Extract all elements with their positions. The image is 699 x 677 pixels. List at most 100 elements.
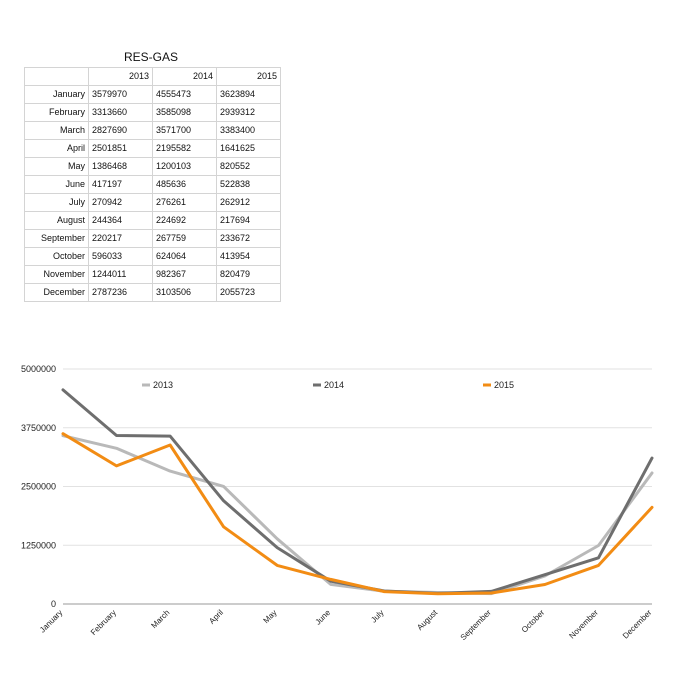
legend-label: 2013 [153,380,173,390]
table-cell: 1641625 [216,139,281,158]
legend-label: 2015 [494,380,514,390]
table-cell: 244364 [88,211,153,230]
x-tick-label: June [314,608,333,627]
table-column-header: 2015 [216,67,281,86]
table-row: September 220217 267759 233672 [24,229,281,248]
data-point [276,546,278,549]
table-cell: 4555473 [152,85,217,104]
y-tick-label: 3750000 [21,423,56,433]
table-cell: 624064 [152,247,217,266]
table-row-label: February [24,103,89,122]
table-cell: 233672 [216,229,281,248]
table-cell: 220217 [88,229,153,248]
data-point [169,435,171,437]
table-cell: 3579970 [88,85,153,104]
x-tick-label: August [415,608,440,633]
table-cell: 820479 [216,265,281,284]
table-cell: 3103506 [152,283,217,302]
table-row: June 417197 485636 522838 [24,175,281,194]
data-point [222,526,225,528]
table-cell: 262912 [216,193,281,212]
table-cell: 1244011 [88,265,153,284]
table-row: December 2787236 3103506 2055723 [24,283,281,302]
table-cell: 2787236 [88,283,153,302]
table-row-label: December [24,283,89,302]
data-point [329,578,332,581]
data-point [115,447,118,450]
table-row-label: April [24,139,89,158]
legend-label: 2014 [324,380,344,390]
table-row: March 2827690 3571700 3383400 [24,121,281,140]
data-point [490,592,493,594]
table-cell: 267759 [152,229,217,248]
table-title: RES-GAS [123,50,178,64]
x-tick-label: February [89,608,118,637]
data-point [597,557,600,559]
data-point [115,465,118,467]
data-point [651,506,653,509]
y-tick-label: 1250000 [21,540,56,550]
data-point [169,444,171,446]
table-row-label: June [24,175,89,194]
x-tick-label: October [520,608,547,635]
table-header-row: 2013 2014 2015 [24,67,281,86]
data-point [62,432,64,435]
data-point [276,538,278,540]
y-tick-label: 2500000 [21,482,56,492]
series-line-2015 [61,432,654,596]
data-point [329,583,332,586]
table-cell: 217694 [216,211,281,230]
table-cell: 3313660 [88,103,153,122]
table-row: November 1244011 982367 820479 [24,265,281,284]
x-tick-label: November [567,608,600,641]
table-cell: 3623894 [216,85,281,104]
table-row-label: November [24,265,89,284]
table-row: January 3579970 4555473 3623894 [24,85,281,104]
x-tick-label: September [459,608,493,642]
data-point [597,544,600,547]
y-tick-label: 0 [51,599,56,609]
table-cell: 522838 [216,175,281,194]
table-cell: 820552 [216,157,281,176]
table-row: July 270942 276261 262912 [24,193,281,212]
table-row-label: March [24,121,89,140]
data-point [544,583,546,586]
data-point [597,564,600,567]
data-point [222,485,225,488]
y-tick-label: 5000000 [21,364,56,374]
data-point [62,389,64,391]
table-column-header: 2014 [152,67,217,86]
table-row: August 244364 224692 217694 [24,211,281,230]
table-cell: 224692 [152,211,217,230]
x-tick-label: May [262,608,279,625]
data-point [222,500,225,502]
table-row: April 2501851 2195582 1641625 [24,139,281,158]
table-row-label: July [24,193,89,212]
table-cell: 2939312 [216,103,281,122]
table-row-label: October [24,247,89,266]
table-cell: 2827690 [88,121,153,140]
table-corner-cell [24,67,89,86]
table-cell: 596033 [88,247,153,266]
table-row-label: May [24,157,89,176]
table-cell: 3585098 [152,103,217,122]
data-point [544,573,546,576]
x-tick-label: January [38,608,64,634]
line-chart: 0 1250000 2500000 3750000 5000000 January Febr… [21,364,654,642]
table-cell: 276261 [152,193,217,212]
table-cell: 417197 [88,175,153,194]
table-cell: 2195582 [152,139,217,158]
x-tick-label: March [149,608,171,630]
table-cell: 413954 [216,247,281,266]
x-tick-label: December [621,608,654,641]
table-cell: 3571700 [152,121,217,140]
table-row-label: January [24,85,89,104]
table-cell: 982367 [152,265,217,284]
table-cell: 270942 [88,193,153,212]
table-row: February 3313660 3585098 2939312 [24,103,281,122]
table-cell: 1386468 [88,157,153,176]
table-row-label: August [24,211,89,230]
table-row: May 1386468 1200103 820552 [24,157,281,176]
series-line-2014 [61,388,654,595]
x-tick-label: July [369,608,385,624]
